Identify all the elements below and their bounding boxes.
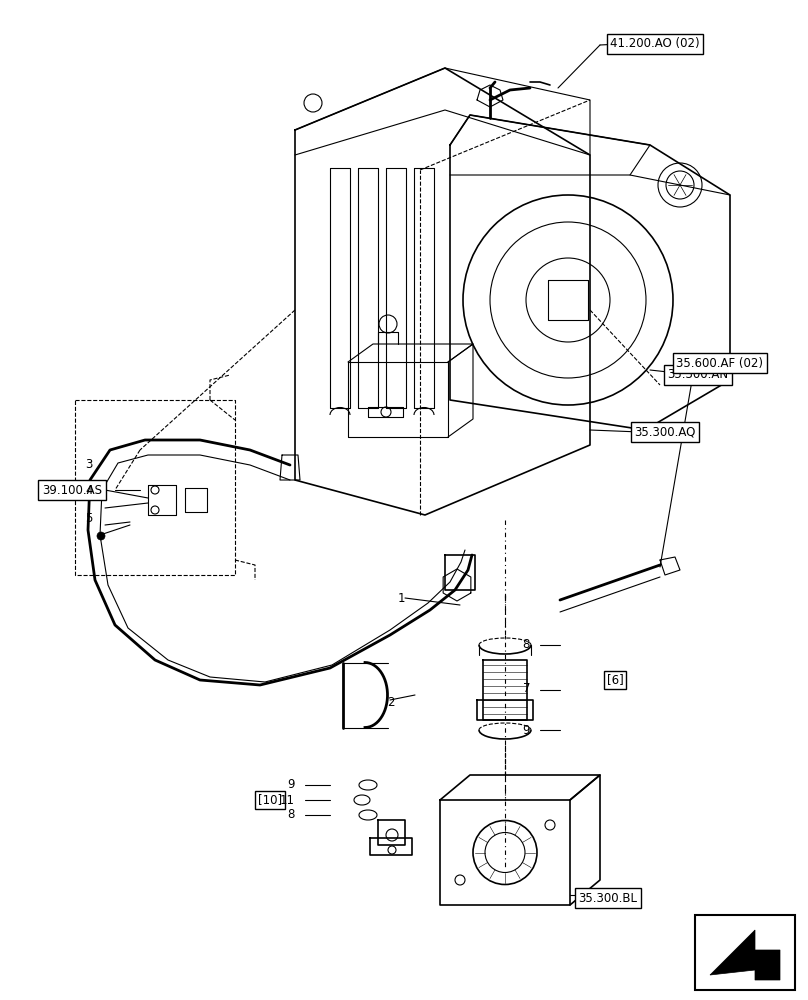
- Text: 3: 3: [86, 458, 93, 472]
- Text: 8: 8: [288, 808, 295, 822]
- Text: 8: 8: [523, 639, 530, 652]
- Circle shape: [97, 532, 105, 540]
- Text: 11: 11: [280, 794, 295, 806]
- Polygon shape: [710, 930, 780, 980]
- Text: 9: 9: [288, 778, 295, 792]
- Text: 35.300.AQ: 35.300.AQ: [634, 426, 696, 438]
- Text: 5: 5: [86, 512, 93, 524]
- Text: 7: 7: [523, 682, 530, 694]
- Text: [6]: [6]: [607, 674, 624, 686]
- Text: 4: 4: [86, 484, 93, 496]
- FancyBboxPatch shape: [695, 915, 795, 990]
- Text: 35.600.AF (02): 35.600.AF (02): [676, 357, 764, 369]
- Text: 1: 1: [398, 591, 405, 604]
- Text: 35.300.BL: 35.300.BL: [579, 892, 638, 904]
- Text: 9: 9: [523, 724, 530, 736]
- Text: 2: 2: [388, 696, 395, 710]
- Text: 41.200.AO (02): 41.200.AO (02): [610, 37, 700, 50]
- Text: 39.100.AS: 39.100.AS: [42, 484, 102, 496]
- Text: 35.300.AN: 35.300.AN: [667, 368, 729, 381]
- Text: [10]: [10]: [258, 794, 282, 806]
